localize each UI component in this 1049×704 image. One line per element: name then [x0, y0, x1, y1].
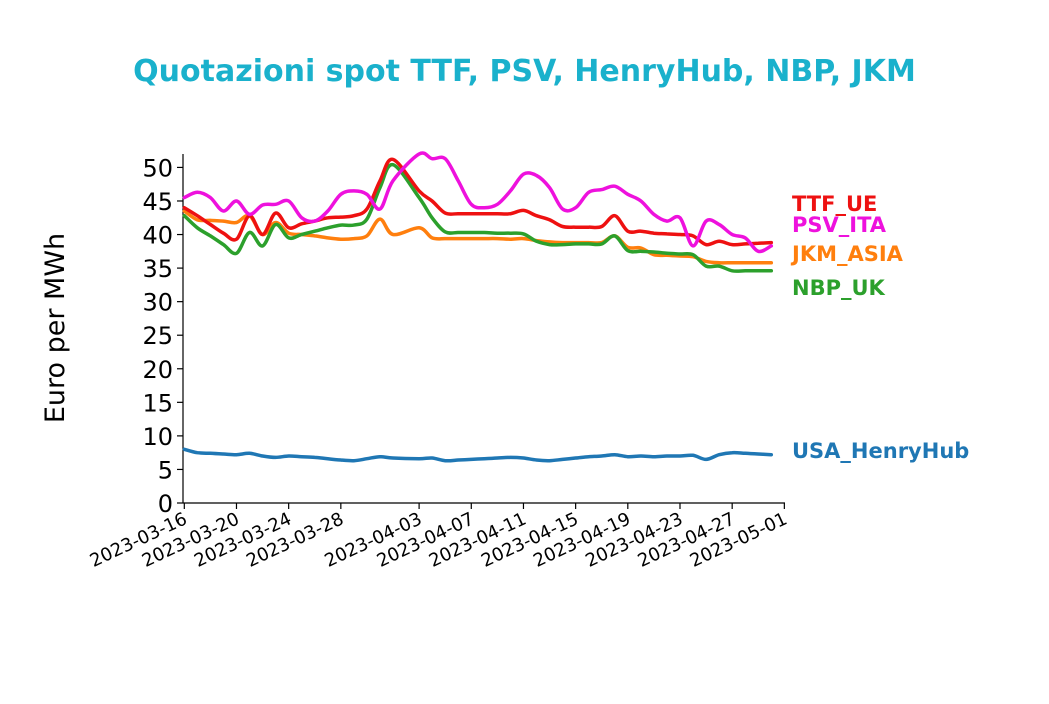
y-tick-label: 40	[142, 222, 173, 250]
y-tick-label: 15	[142, 389, 173, 417]
series-label-jkm-asia: JKM_ASIA	[790, 242, 904, 266]
chart-series-lines	[182, 151, 774, 463]
y-axis-label: Euro per MWh	[40, 233, 71, 423]
series-label-psv-ita: PSV_ITA	[792, 213, 887, 237]
y-tick-label: 30	[142, 289, 173, 317]
y-tick-label: 10	[142, 423, 173, 451]
y-tick-label: 45	[142, 188, 173, 216]
series-line-nbp-uk	[182, 162, 774, 273]
series-label-usa-henryhub: USA_HenryHub	[792, 439, 969, 463]
y-tick-label: 5	[158, 456, 173, 484]
y-tick-label: 0	[158, 490, 173, 518]
series-line-usa-henryhub	[182, 447, 774, 463]
y-tick-label: 25	[142, 322, 173, 350]
y-tick-label: 20	[142, 356, 173, 384]
series-line-ttf-ue	[182, 157, 774, 247]
y-tick-label: 50	[142, 154, 173, 182]
series-line-psv-ita	[182, 151, 774, 254]
series-label-ttf-ue: TTF_UE	[792, 192, 877, 216]
series-label-nbp-uk: NBP_UK	[792, 276, 886, 300]
y-tick-label: 35	[142, 255, 173, 283]
chart-title: Quotazioni spot TTF, PSV, HenryHub, NBP,…	[133, 54, 916, 89]
